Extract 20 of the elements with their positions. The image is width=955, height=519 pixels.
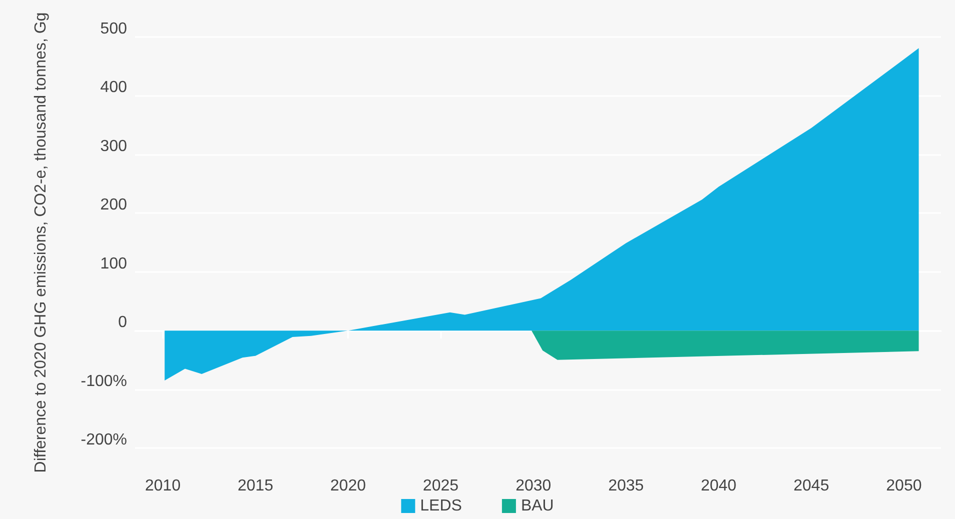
x-tick-label: 2045 — [794, 478, 830, 494]
y-tick-label: 200 — [100, 196, 128, 214]
y-tick-label: -100% — [80, 372, 127, 390]
y-tick-label: 0 — [118, 314, 128, 332]
y-axis-title: Difference to 2020 GHG emissions, CO2-e, thousand tonnes, Gg — [32, 12, 50, 473]
x-tick-label: 2015 — [238, 478, 274, 494]
legend-label: BAU — [520, 498, 554, 514]
x-tick-label: 2035 — [608, 478, 644, 494]
x-tick-label: 2025 — [422, 478, 459, 494]
y-tick-label: 500 — [100, 20, 128, 38]
y-tick-label: 400 — [100, 79, 128, 96]
y-tick-label: 100 — [100, 255, 128, 272]
legend-label: LEDS — [420, 498, 462, 514]
x-tick-label: 2020 — [330, 478, 366, 494]
y-tick-label: -200% — [80, 432, 127, 448]
x-tick-label: 2050 — [886, 478, 922, 494]
x-tick-label: 2040 — [700, 478, 737, 494]
x-tick-label: 2030 — [516, 478, 552, 494]
y-tick-label: 300 — [100, 138, 128, 155]
x-tick-label: 2010 — [144, 478, 181, 494]
